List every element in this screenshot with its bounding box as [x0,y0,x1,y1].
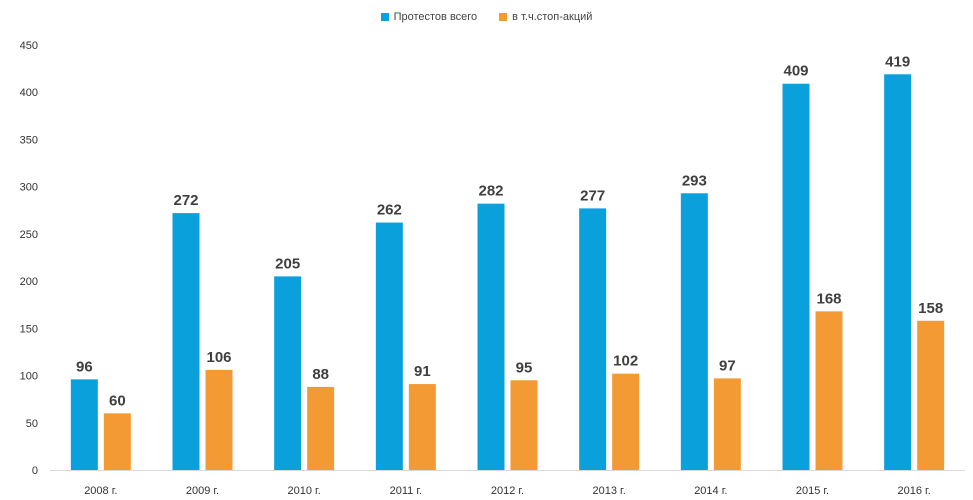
legend-swatch-stop-actions [499,13,508,21]
data-label-stop-actions: 95 [516,359,533,376]
data-label-stop-actions: 102 [613,353,638,370]
data-labels: 96 60 272 106 205 88 262 91 282 95 277 102 293 97 409 1… [76,53,943,409]
data-label-stop-actions: 91 [414,363,431,380]
bar-stop-actions [205,369,233,470]
y-tick-label: 200 [20,276,38,288]
data-label-total-protests: 293 [682,172,707,189]
data-label-stop-actions: 97 [719,357,736,374]
y-tick-label: 100 [20,371,38,383]
bar-total-protests [579,208,607,470]
chart-legend: Протестов всего в т.ч.стоп-акций [0,11,973,23]
x-tick-label: 2015 г. [796,485,829,497]
data-label-total-protests: 282 [478,183,503,200]
data-label-stop-actions: 106 [206,349,231,366]
data-label-total-protests: 419 [885,53,910,70]
data-label-stop-actions: 168 [816,290,841,307]
legend-swatch-total-protests [380,13,389,21]
bar-stop-actions [917,320,945,470]
bar-stop-actions [612,373,640,470]
bar-total-protests [274,276,302,470]
bars [70,74,945,471]
x-tick-label: 2014 г. [694,485,727,497]
data-label-total-protests: 262 [377,202,402,219]
legend-item-stop-actions: в т.ч.стоп-акций [499,11,592,23]
data-label-total-protests: 409 [783,63,808,80]
bar-stop-actions [408,384,436,470]
data-label-stop-actions: 158 [918,300,943,317]
bar-total-protests [782,83,810,470]
x-tick-label: 2016 г. [898,485,931,497]
x-tick-label: 2013 г. [593,485,626,497]
x-axis: 2008 г. 2009 г. 2010 г. 2011 г. 2012 г. 2013 … [50,470,965,497]
legend-item-total-protests: Протестов всего [380,11,478,23]
data-label-total-protests: 205 [275,255,300,272]
bar-stop-actions [713,378,741,470]
bar-total-protests [70,379,98,470]
data-label-stop-actions: 60 [109,392,126,409]
legend-label-stop-actions: в т.ч.стоп-акций [512,11,593,23]
y-tick-label: 50 [26,418,38,430]
y-tick-label: 150 [20,323,38,335]
bar-stop-actions [510,380,538,470]
y-tick-label: 300 [20,182,38,194]
bar-total-protests [477,203,505,470]
data-label-stop-actions: 88 [312,366,329,383]
y-tick-label: 450 [20,40,38,52]
x-tick-label: 2009 г. [186,485,219,497]
x-tick-label: 2012 г. [491,485,524,497]
data-label-total-protests: 272 [173,192,198,209]
bar-stop-actions [307,386,335,470]
bar-total-protests [375,222,403,470]
legend-label-total-protests: Протестов всего [393,11,478,23]
y-tick-label: 250 [20,229,38,241]
data-label-total-protests: 96 [76,358,93,375]
x-tick-label: 2008 г. [84,485,117,497]
bar-total-protests [680,193,708,470]
x-tick-label: 2010 г. [288,485,321,497]
y-axis: 0 50 100 150 200 250 300 350 400 450 [20,40,38,477]
bar-stop-actions [103,413,131,470]
bar-total-protests [172,213,200,470]
y-tick-label: 400 [20,87,38,99]
x-tick-label: 2011 г. [390,485,422,497]
bar-total-protests [884,74,912,471]
bar-stop-actions [815,311,843,470]
y-tick-label: 350 [20,134,38,146]
y-tick-label: 0 [32,465,38,477]
data-label-total-protests: 277 [580,187,605,204]
